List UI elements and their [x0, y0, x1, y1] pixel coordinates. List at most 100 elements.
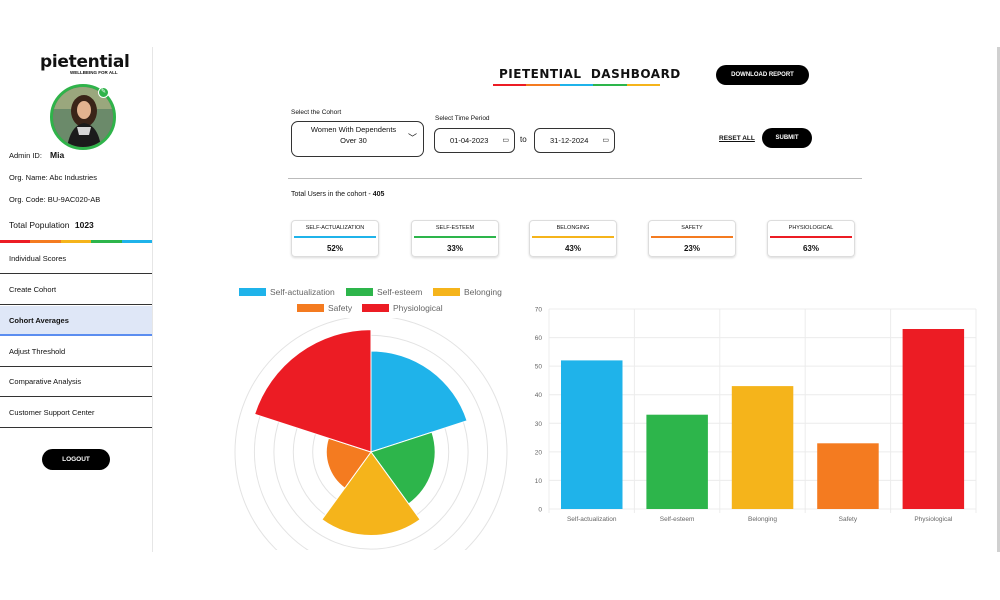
to-date-value: 31-12-2024: [550, 136, 589, 145]
from-date-input[interactable]: 01-04-2023 ▭: [434, 128, 515, 153]
score-card-value: 52%: [326, 244, 343, 253]
from-date-value: 01-04-2023: [450, 136, 489, 145]
y-tick-label: 10: [535, 478, 543, 485]
score-card-bar: [532, 236, 614, 238]
chevron-down-icon: ﹀: [407, 133, 417, 143]
y-tick-label: 40: [535, 392, 543, 399]
sidebar-item-cohort-averages[interactable]: Cohort Averages: [0, 306, 152, 336]
total-users-label: Total Users in the cohort -: [291, 191, 373, 198]
title-color-bar: [493, 84, 661, 86]
polar-area-chart: [234, 318, 508, 550]
total-users-value: 405: [372, 191, 385, 198]
y-tick-label: 60: [535, 335, 543, 342]
bar-safety[interactable]: [817, 443, 879, 509]
scrollbar[interactable]: [997, 47, 1000, 552]
legend-swatch: [346, 288, 373, 296]
score-card-value: 43%: [564, 244, 581, 253]
org-code: Org. Code: BU-9AC020-AB: [9, 195, 101, 204]
polar-grid-ring: [234, 318, 508, 550]
legend-label: Safety: [328, 303, 353, 313]
org-name: Org. Name: Abc Industries: [9, 173, 97, 182]
score-card-value: 23%: [683, 244, 700, 253]
sidebar-item-comparative-analysis[interactable]: Comparative Analysis: [0, 367, 152, 397]
cohort-select[interactable]: Women With Dependents Over 30 ﹀: [291, 121, 424, 157]
sidebar-item-create-cohort[interactable]: Create Cohort: [0, 275, 152, 305]
legend-label: Belonging: [464, 287, 502, 297]
legend-label: Self-actualization: [270, 287, 335, 297]
score-card-label: SAFETY: [681, 225, 703, 231]
polar-slice-self-actualization[interactable]: [370, 350, 468, 453]
score-card-label: BELONGING: [556, 225, 590, 231]
score-card-belonging: BELONGING 43%: [529, 220, 617, 257]
score-card-bar: [651, 236, 733, 238]
reset-all-link[interactable]: RESET ALL: [719, 135, 755, 142]
score-card-self-actualization: SELF-ACTUALIZATION 52%: [291, 220, 379, 257]
bar-physiological[interactable]: [902, 329, 965, 509]
brand-tagline: WELLBEING FOR ALL: [70, 70, 118, 75]
cohort-select-value: Women With Dependents Over 30: [310, 125, 397, 145]
score-card-label: SELF-ESTEEM: [435, 225, 475, 231]
bar-self-actualization[interactable]: [561, 360, 623, 509]
calendar-icon[interactable]: ▭: [502, 137, 509, 144]
legend-item-safety[interactable]: Safety: [297, 303, 352, 313]
to-label: to: [520, 135, 527, 144]
total-population-label: Total Population: [9, 220, 70, 230]
score-card-bar: [770, 236, 852, 238]
page-title: PIETENTIAL DASHBOARD: [499, 67, 681, 81]
x-tick-label: Safety: [839, 516, 858, 523]
admin-id-row: Admin ID: Mia: [9, 150, 64, 160]
calendar-icon[interactable]: ▭: [602, 137, 609, 144]
sidebar-item-adjust-threshold[interactable]: Adjust Threshold: [0, 337, 152, 367]
x-tick-label: Belonging: [748, 516, 777, 523]
edit-avatar-icon[interactable]: ✎: [98, 87, 109, 98]
bar-self-esteem[interactable]: [646, 414, 708, 509]
total-population-row: Total Population 1023: [9, 220, 94, 230]
legend-swatch: [362, 304, 389, 312]
polar-slice-self-esteem[interactable]: [370, 431, 436, 505]
score-card-value: 33%: [446, 244, 463, 253]
score-card-self-esteem: SELF-ESTEEM 33%: [411, 220, 499, 257]
score-card-bar: [294, 236, 376, 238]
score-card-physiological: PHYSIOLOGICAL 63%: [767, 220, 855, 257]
polar-slice-physiological[interactable]: [253, 329, 372, 453]
y-tick-label: 20: [535, 449, 543, 456]
divider: [288, 178, 862, 179]
submit-button[interactable]: SUBMIT: [762, 128, 812, 148]
legend-swatch: [239, 288, 266, 296]
score-card-label: SELF-ACTUALIZATION: [305, 225, 365, 231]
legend-item-self-actualization[interactable]: Self-actualization: [239, 287, 335, 297]
x-tick-label: Physiological: [914, 516, 952, 523]
logo: pietential WELLBEING FOR ALL: [40, 52, 130, 75]
legend-swatch: [433, 288, 460, 296]
cohort-label: Select the Cohort: [291, 109, 342, 116]
legend-item-physiological[interactable]: Physiological: [362, 303, 443, 313]
bar-belonging[interactable]: [731, 386, 794, 509]
total-population-value: 1023: [74, 220, 94, 230]
polar-slice-safety[interactable]: [325, 437, 372, 489]
bar-chart: 0 10 20 30 40 50 60 70 Self-actualization Self-e…: [535, 307, 977, 523]
score-card-value: 63%: [802, 244, 819, 253]
admin-id-value: Mia: [50, 150, 65, 160]
x-tick-label: Self-actualization: [567, 516, 617, 523]
sidebar-item-customer-support[interactable]: Customer Support Center: [0, 398, 152, 428]
score-card-safety: SAFETY 23%: [648, 220, 736, 257]
legend-label: Physiological: [393, 303, 443, 313]
avatar-image: [53, 87, 113, 147]
admin-id-label: Admin ID:: [9, 151, 42, 160]
y-tick-label: 30: [535, 421, 543, 428]
sidebar-item-individual-scores[interactable]: Individual Scores: [0, 244, 152, 274]
polar-slice-belonging[interactable]: [321, 451, 421, 537]
legend-item-belonging[interactable]: Belonging: [433, 287, 502, 297]
legend-label: Self-esteem: [377, 287, 423, 297]
download-report-button[interactable]: DOWNLOAD REPORT: [716, 65, 809, 85]
logout-button[interactable]: LOGOUT: [42, 449, 110, 470]
y-tick-label: 70: [535, 307, 543, 314]
to-date-input[interactable]: 31-12-2024 ▭: [534, 128, 615, 153]
brand-name: pietential: [40, 52, 130, 72]
sidebar-color-bar: [0, 240, 153, 243]
score-card-bar: [414, 236, 496, 238]
y-tick-label: 0: [538, 507, 542, 514]
legend-swatch: [297, 304, 324, 312]
legend-item-self-esteem[interactable]: Self-esteem: [346, 287, 422, 297]
x-tick-label: Self-esteem: [660, 516, 695, 523]
